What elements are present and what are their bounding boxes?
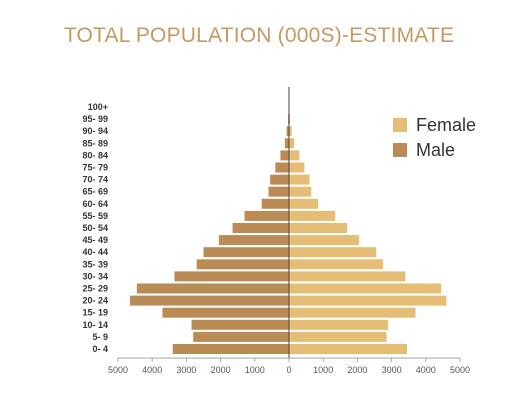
age-group-label: 35- 39: [82, 259, 108, 269]
female-bar: [289, 162, 305, 173]
x-tick-label: 0: [286, 365, 291, 375]
x-tick-label: 3000: [382, 365, 402, 375]
male-bar: [275, 162, 289, 173]
age-group-label: 60- 64: [82, 199, 108, 209]
x-tick-label: 2000: [347, 365, 367, 375]
male-bar: [193, 331, 289, 342]
male-bar: [174, 271, 289, 282]
female-bar: [289, 126, 292, 137]
male-bar: [218, 235, 289, 246]
x-tick-label: 3000: [176, 365, 196, 375]
age-group-label: 45- 49: [82, 235, 108, 245]
male-bar: [172, 344, 289, 354]
legend-swatch-male: [393, 143, 407, 157]
female-bar: [289, 235, 360, 246]
x-tick-label: 4000: [142, 365, 162, 375]
age-group-label: 80- 84: [82, 150, 108, 160]
legend-swatch-female: [393, 118, 407, 132]
age-group-label: 0- 4: [92, 344, 108, 354]
legend-label-female: Female: [416, 115, 476, 135]
male-bar: [244, 210, 289, 221]
male-bar: [129, 295, 289, 306]
age-group-label: 10- 14: [82, 320, 108, 330]
male-bar: [196, 259, 289, 270]
age-group-label: 75- 79: [82, 163, 108, 173]
male-bar: [286, 126, 289, 137]
female-bar: [289, 114, 291, 125]
female-bar: [289, 210, 336, 221]
female-bar: [289, 319, 389, 330]
female-bar: [289, 307, 416, 318]
female-bar: [289, 344, 407, 354]
bars-layer: [129, 102, 447, 354]
age-group-label: 100+: [88, 102, 108, 112]
age-group-label: 85- 89: [82, 138, 108, 148]
axis-layer: 5000 4000 3000 2000 1000 0 1000 2000 3000 4000 500…: [108, 86, 470, 375]
male-bar: [261, 198, 289, 209]
male-bar: [284, 138, 289, 149]
male-bar: [280, 150, 289, 161]
male-bar: [136, 283, 289, 294]
female-bar: [289, 198, 319, 209]
age-group-label: 70- 74: [82, 175, 108, 185]
chart-title: TOTAL POPULATION (000S)-ESTIMATE: [63, 24, 455, 47]
female-bar: [289, 259, 384, 270]
x-tick-label: 5000: [108, 365, 128, 375]
x-tick-label: 5000: [450, 365, 470, 375]
female-bar: [289, 174, 310, 185]
female-bar: [289, 186, 312, 197]
age-group-label: 5- 9: [92, 332, 108, 342]
female-bar: [289, 138, 295, 149]
age-labels-layer: 0- 4 5- 9 10- 14 15- 19 20- 24 25- 29 30- 34 35…: [82, 102, 108, 354]
legend: Female Male: [393, 115, 476, 160]
male-bar: [191, 319, 289, 330]
age-group-label: 40- 44: [82, 247, 108, 257]
age-group-label: 90- 94: [82, 126, 108, 136]
x-tick-label: 1000: [245, 365, 265, 375]
male-bar: [203, 247, 289, 258]
x-tick-label: 1000: [313, 365, 333, 375]
x-tick-label: 4000: [416, 365, 436, 375]
age-group-label: 95- 99: [82, 114, 108, 124]
male-bar: [268, 186, 289, 197]
male-bar: [270, 174, 289, 185]
age-group-label: 50- 54: [82, 223, 108, 233]
age-group-label: 55- 59: [82, 211, 108, 221]
legend-label-male: Male: [416, 140, 455, 160]
female-bar: [289, 223, 348, 233]
female-bar: [289, 271, 406, 282]
male-bar: [232, 223, 289, 233]
age-group-label: 20- 24: [82, 296, 108, 306]
age-group-label: 15- 19: [82, 308, 108, 318]
age-group-label: 30- 34: [82, 271, 108, 281]
age-group-label: 25- 29: [82, 284, 108, 294]
female-bar: [289, 295, 447, 306]
female-bar: [289, 283, 442, 294]
male-bar: [162, 307, 289, 318]
female-bar: [289, 150, 300, 161]
female-bar: [289, 331, 387, 342]
x-tick-label: 2000: [211, 365, 231, 375]
age-group-label: 65- 69: [82, 187, 108, 197]
female-bar: [289, 247, 377, 258]
